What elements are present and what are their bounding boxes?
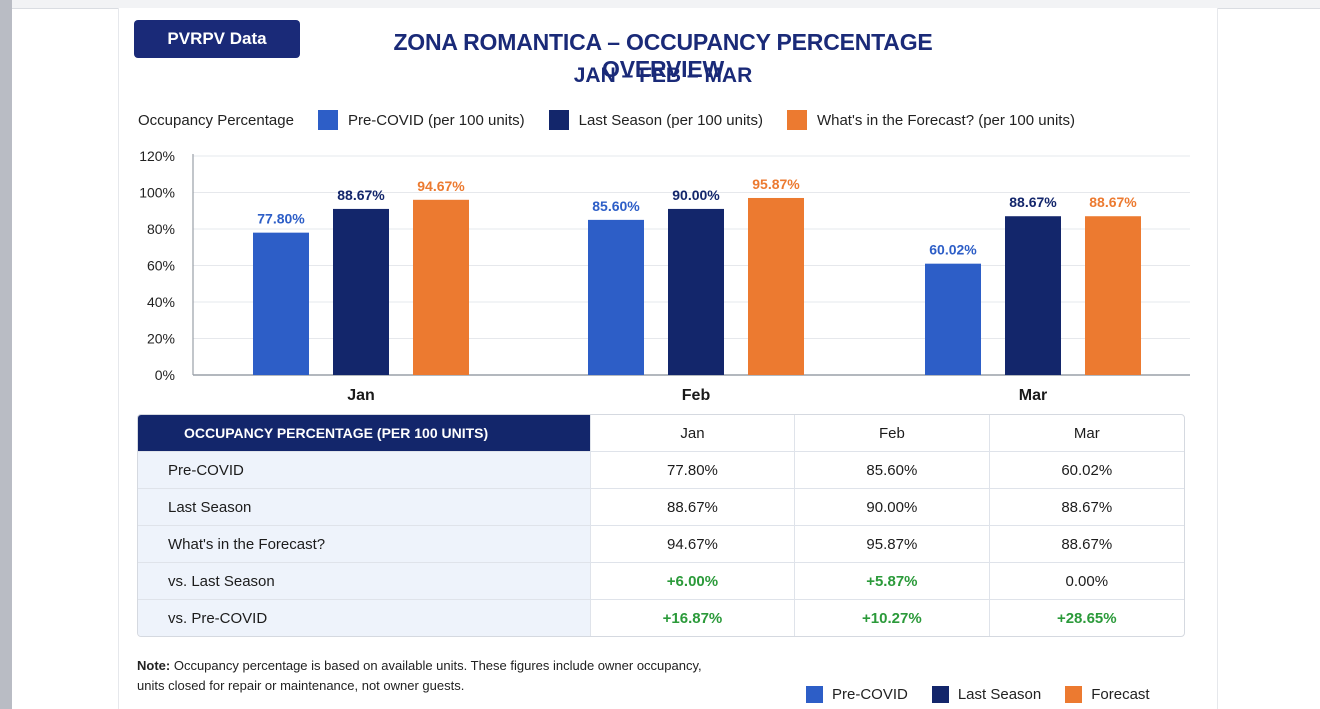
data-label: 95.87%: [752, 176, 800, 192]
table-cell: 60.02%: [988, 452, 1184, 488]
table-cell: 88.67%: [988, 489, 1184, 525]
legend-bottom-label-pre-covid: Pre-COVID: [832, 685, 908, 703]
x-tick-label: Jan: [347, 387, 375, 404]
table-row-label: Pre-COVID: [138, 452, 590, 488]
table-row-label: What's in the Forecast?: [138, 526, 590, 562]
y-tick-label: 40%: [147, 294, 175, 310]
table-cell: 95.87%: [794, 526, 988, 562]
legend-axis-label: Occupancy Percentage: [138, 111, 294, 129]
legend-label-last-season: Last Season (per 100 units): [578, 111, 763, 129]
table-row: What's in the Forecast? 94.67% 95.87% 88.67…: [138, 525, 1184, 562]
data-label: 90.00%: [672, 187, 720, 203]
footnote: Note: Occupancy percentage is based on a…: [137, 656, 817, 696]
bar: [925, 263, 981, 375]
footnote-text: Occupancy percentage is based on availab…: [173, 658, 702, 673]
table-cell: +5.87%: [794, 563, 988, 599]
legend-bottom-item-forecast: Forecast: [1065, 685, 1150, 703]
legend-label-forecast: What's in the Forecast? (per 100 units): [816, 111, 1075, 129]
table-row-label: Last Season: [138, 489, 590, 525]
legend-bottom-swatch-forecast: [1065, 685, 1083, 703]
legend-bottom-swatch-last-season: [931, 685, 949, 703]
bar: [668, 208, 724, 375]
bar: [413, 199, 469, 375]
table-row-label: vs. Pre-COVID: [138, 600, 590, 636]
table-col-jan: Jan: [589, 415, 794, 451]
table-header-label: OCCUPANCY PERCENTAGE (PER 100 UNITS): [138, 415, 590, 451]
source-badge: PVRPV Data: [134, 20, 300, 58]
bar: [333, 208, 389, 375]
table-cell: 94.67%: [589, 526, 794, 562]
legend-swatch-forecast: [786, 110, 807, 130]
y-tick-label: 60%: [147, 258, 175, 274]
x-tick-label: Feb: [682, 387, 711, 404]
table-cell: +28.65%: [988, 600, 1184, 636]
chart-subtitle: JAN – FEB – MAR: [573, 64, 753, 87]
bar: [748, 197, 804, 375]
legend-swatch-pre-covid: [317, 110, 338, 130]
legend-item-forecast: What's in the Forecast? (per 100 units): [786, 110, 1075, 130]
y-tick-label: 100%: [139, 185, 175, 201]
table-cell: 77.80%: [589, 452, 794, 488]
footnote-text-2: units closed for repair or maintenance, …: [137, 678, 465, 693]
y-tick-label: 0%: [155, 367, 175, 383]
data-label: 60.02%: [929, 242, 977, 258]
y-tick-label: 120%: [139, 148, 175, 164]
bar-chart: 0% 20% 40% 60% 80% 100% 120% 77.80% 88.67% 94.67%…: [139, 148, 1190, 404]
occupancy-table: OCCUPANCY PERCENTAGE (PER 100 UNITS) Jan…: [137, 414, 1185, 637]
table-row-label: vs. Last Season: [138, 563, 590, 599]
legend-swatch-last-season: [548, 110, 569, 130]
legend-item-last-season: Last Season (per 100 units): [548, 110, 763, 130]
table-row: vs. Pre-COVID +16.87% +10.27% +28.65%: [138, 599, 1184, 636]
y-tick-label: 80%: [147, 221, 175, 237]
table-col-feb: Feb: [794, 415, 988, 451]
data-label: 77.80%: [257, 211, 305, 227]
table-header-row: OCCUPANCY PERCENTAGE (PER 100 UNITS) Jan…: [138, 415, 1184, 451]
data-label: 94.67%: [417, 178, 465, 194]
y-tick-label: 20%: [147, 331, 175, 347]
table-cell: 90.00%: [794, 489, 988, 525]
table-cell: +10.27%: [794, 600, 988, 636]
legend-bottom-swatch-pre-covid: [806, 685, 823, 703]
bar: [1085, 216, 1141, 375]
legend-label-pre-covid: Pre-COVID (per 100 units): [347, 111, 525, 129]
legend-bottom-label-forecast: Forecast: [1091, 685, 1150, 703]
table-cell: 85.60%: [794, 452, 988, 488]
bar: [253, 232, 309, 375]
data-label: 88.67%: [1009, 194, 1057, 210]
x-tick-label: Mar: [1019, 387, 1047, 404]
table-cell: 0.00%: [988, 563, 1184, 599]
table-cell: 88.67%: [988, 526, 1184, 562]
table-row: vs. Last Season +6.00% +5.87% 0.00%: [138, 562, 1184, 599]
table-cell: +6.00%: [589, 563, 794, 599]
table-row: Last Season 88.67% 90.00% 88.67%: [138, 488, 1184, 525]
chart-title: ZONA ROMANTICA – OCCUPANCY PERCENTAGE OV…: [393, 29, 933, 82]
table-cell: 88.67%: [589, 489, 794, 525]
bar: [1005, 216, 1061, 375]
legend-bottom: Pre-COVID Last Season Forecast: [806, 683, 1150, 705]
table-col-mar: Mar: [988, 415, 1184, 451]
footnote-label: Note:: [137, 658, 171, 673]
legend-bottom-item-last-season: Last Season: [931, 685, 1042, 703]
legend-bottom-label-last-season: Last Season: [957, 685, 1042, 703]
table-cell: +16.87%: [589, 600, 794, 636]
table-row: Pre-COVID 77.80% 85.60% 60.02%: [138, 451, 1184, 488]
data-label: 88.67%: [1089, 194, 1137, 210]
legend-top: Occupancy Percentage Pre-COVID (per 100 …: [138, 108, 1075, 132]
data-label: 88.67%: [337, 187, 385, 203]
legend-item-pre-covid: Pre-COVID (per 100 units): [317, 110, 525, 130]
legend-bottom-item-pre-covid: Pre-COVID: [806, 685, 908, 703]
left-edge-bar: [0, 0, 12, 709]
bar: [588, 219, 644, 375]
data-label: 85.60%: [592, 198, 640, 214]
